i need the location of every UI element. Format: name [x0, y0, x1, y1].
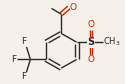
Text: O: O	[88, 20, 95, 29]
Text: O: O	[88, 55, 95, 64]
Text: CH$_3$: CH$_3$	[103, 36, 121, 48]
Text: S: S	[88, 37, 95, 47]
Text: F: F	[21, 72, 26, 81]
Text: F: F	[11, 55, 16, 64]
Text: F: F	[21, 37, 26, 46]
Text: O: O	[70, 3, 77, 12]
